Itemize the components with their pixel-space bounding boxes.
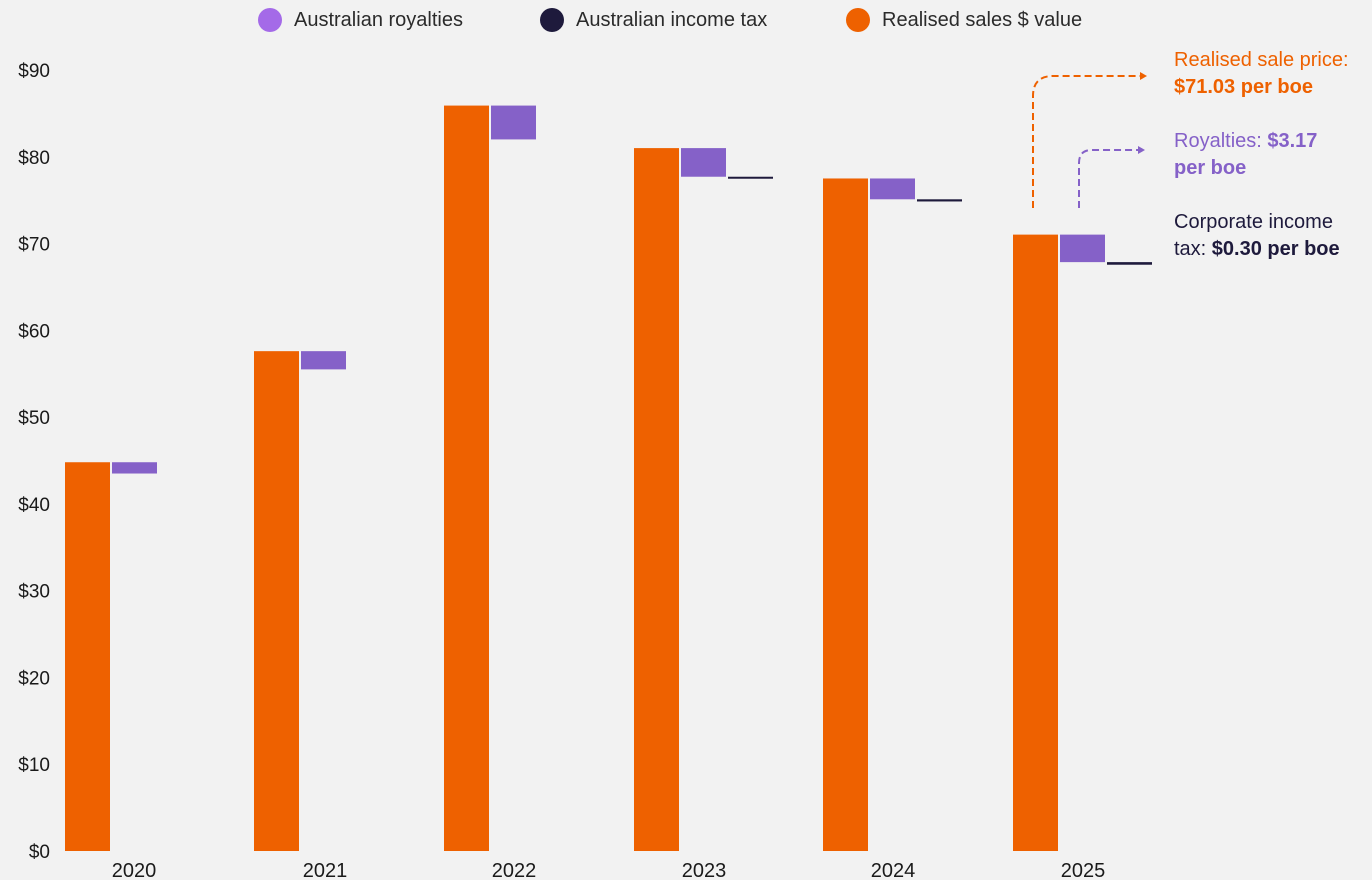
sales-bar [444,105,489,852]
annotation-royalties-value: $3.17 [1267,130,1318,152]
legend-dot-sales [846,8,870,32]
x-tick-label: 2022 [492,860,537,880]
royalties-bar [681,148,726,177]
income-tax-bar [917,199,962,202]
x-tick-label: 2023 [682,860,727,880]
y-axis-ticks: $0 $10 $20 $30 $40 $50 $60 $70 $80 $90 [18,61,50,863]
y-tick-label: $40 [18,495,50,516]
royalties-callout-arrowhead [1138,146,1145,154]
annotation-royalties-unit: per boe [1174,157,1247,179]
callout-arrows [1032,72,1147,208]
legend-item-income-tax: Australian income tax [540,8,767,32]
y-tick-label: $50 [18,408,50,429]
annotation-royalties-label: Royalties: [1174,130,1268,152]
royalties-bar [301,351,346,370]
legend-item-royalties: Australian royalties [258,8,463,32]
legend-label-income-tax: Australian income tax [576,8,768,31]
annotation-sale-price-label: Realised sale price: [1174,49,1349,71]
legend-item-sales: Realised sales $ value [846,8,1082,32]
royalties-bar [1060,234,1105,263]
sales-bar [254,351,299,851]
sales-bar [823,178,868,851]
annotation-royalties: Royalties: $3.17 per boe [1174,128,1317,182]
legend-label-sales: Realised sales $ value [882,8,1083,31]
x-axis-ticks: 2020 2021 2022 2023 2024 2025 [112,860,1106,880]
x-tick-label: 2024 [871,860,916,880]
annotation-tax-label: Corporate income [1174,211,1333,233]
x-tick-label: 2020 [112,860,157,880]
x-tick-label: 2021 [303,860,348,880]
legend-dot-royalties [258,8,282,32]
annotation-sale-price-value: $71.03 per boe [1174,76,1313,98]
sale-price-callout-arrowhead [1140,72,1147,80]
royalties-bar [491,105,536,140]
sales-bar [65,462,110,851]
y-tick-label: $10 [18,755,50,776]
legend-dot-income-tax [540,8,564,32]
y-tick-label: $20 [18,668,50,689]
annotation-sale-price: Realised sale price: $71.03 per boe [1174,47,1349,101]
y-tick-label: $90 [18,61,50,82]
income-tax-bar [1107,262,1152,265]
royalties-callout-line [1078,149,1138,208]
annotation-tax-label-2: tax: [1174,238,1212,260]
y-tick-label: $0 [29,842,50,863]
sales-bar [634,148,679,852]
annotation-income-tax: Corporate income tax: $0.30 per boe [1174,209,1340,263]
income-tax-bar [728,176,773,179]
sale-price-callout-line [1032,75,1140,208]
bars-group [65,105,1152,852]
y-tick-label: $70 [18,235,50,256]
legend-label-royalties: Australian royalties [294,8,463,31]
sales-bar [1013,234,1058,852]
y-tick-label: $80 [18,148,50,169]
annotation-tax-value: $0.30 per boe [1211,238,1340,260]
royalties-bar [870,178,915,200]
royalties-bar [112,462,157,474]
y-tick-label: $60 [18,321,50,342]
y-tick-label: $30 [18,582,50,603]
x-tick-label: 2025 [1061,860,1106,880]
